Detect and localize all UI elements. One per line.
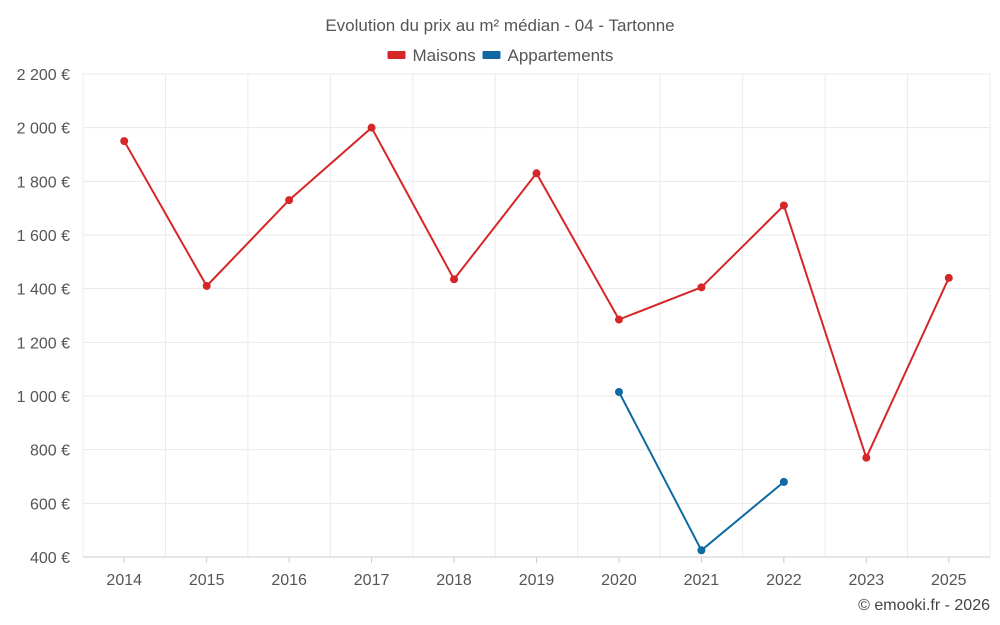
x-tick-label: 2014 [106,572,142,589]
x-tick-label: 2020 [601,572,637,589]
x-tick-label: 2019 [519,572,555,589]
y-tick-label: 1 000 € [17,389,70,406]
y-axis: 400 € 600 € 800 € 1 000 € 1 200 € 1 400 € 1 60… [17,67,70,567]
y-tick-label: 1 400 € [17,282,70,299]
x-tick-label: 2018 [436,572,472,589]
legend-swatch-maisons [387,51,406,59]
legend: Maisons Appartements [387,46,614,65]
grid [82,73,991,558]
x-axis: 2014 2015 2016 2017 2018 2019 2020 2021 2022 2023… [83,556,990,589]
data-point-maisons[interactable] [862,453,871,462]
data-point-maisons[interactable] [450,275,459,284]
data-point-maisons[interactable] [779,201,788,210]
y-tick-label: 1 200 € [17,335,70,352]
credit-text: © emooki.fr - 2026 [858,597,990,614]
y-tick-label: 2 000 € [17,121,70,138]
data-point-maisons[interactable] [367,123,376,132]
legend-label-maisons[interactable]: Maisons [413,46,476,65]
y-tick-label: 2 200 € [17,67,70,84]
chart-title: Evolution du prix au m² médian - 04 - Ta… [325,16,674,35]
x-tick-label: 2016 [271,572,307,589]
data-point-maisons[interactable] [614,315,623,324]
data-point-appartements[interactable] [697,546,706,555]
y-tick-label: 1 600 € [17,228,70,245]
x-tick-label: 2021 [684,572,720,589]
data-point-maisons[interactable] [285,196,294,205]
x-tick-label: 2015 [189,572,225,589]
series-line-appartements [618,391,785,552]
data-point-appartements[interactable] [779,477,788,486]
plot-area [120,123,953,555]
data-point-maisons[interactable] [202,281,211,290]
data-point-maisons[interactable] [697,283,706,292]
x-tick-label: 2025 [931,572,967,589]
x-tick-label: 2017 [354,572,390,589]
y-tick-label: 800 € [30,443,70,460]
data-point-maisons[interactable] [532,169,541,178]
legend-swatch-appartements [482,51,501,59]
y-tick-label: 600 € [30,496,70,513]
x-tick-label: 2023 [849,572,885,589]
data-point-maisons[interactable] [944,273,953,282]
y-tick-label: 400 € [30,550,70,567]
data-point-appartements[interactable] [614,387,623,396]
x-tick-label: 2022 [766,572,802,589]
legend-label-appartements[interactable]: Appartements [508,46,614,65]
y-tick-label: 1 800 € [17,174,70,191]
data-point-maisons[interactable] [120,137,129,146]
